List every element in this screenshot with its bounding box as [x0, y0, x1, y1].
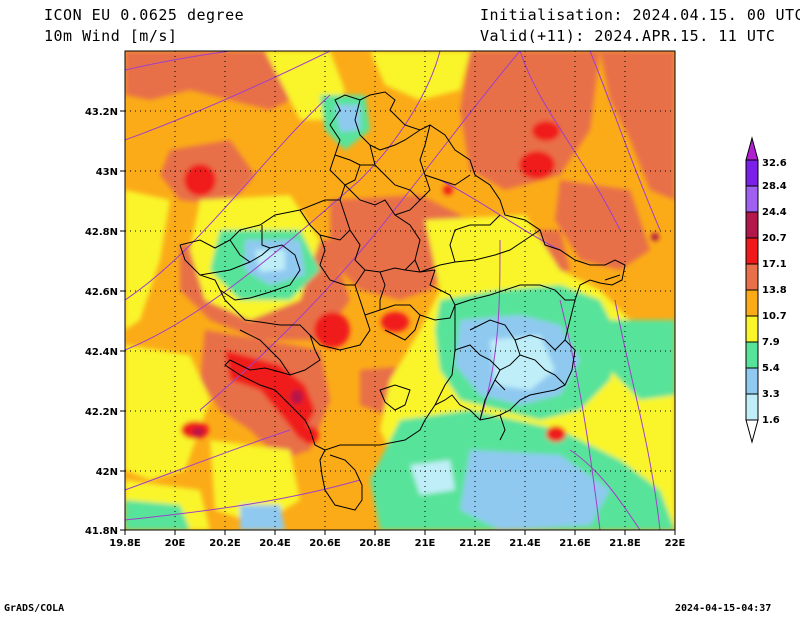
colorbar-label: 20.7: [762, 233, 787, 244]
lon-tick-label: 22E: [665, 538, 686, 549]
colorbar-box: [745, 263, 759, 291]
colorbar-box: [745, 237, 759, 265]
lat-tick-label: 42.6N: [85, 287, 118, 298]
colorbar-box: [745, 315, 759, 343]
colorbar-label: 17.1: [762, 259, 787, 270]
graticule: [125, 51, 675, 530]
colorbar-box: [745, 211, 759, 239]
lat-tick-label: 42.4N: [85, 347, 118, 358]
lon-tick-label: 20E: [165, 538, 186, 549]
colorbar-box: [745, 185, 759, 213]
colorbar-label: 13.8: [762, 285, 787, 296]
colorbar-upper-arrow: [745, 136, 759, 161]
lat-tick-label: 43.2N: [85, 107, 118, 118]
colorbar-label: 5.4: [762, 363, 780, 374]
colorbar-box: [745, 341, 759, 369]
colorbar-label: 10.7: [762, 311, 787, 322]
colorbar-label: 1.6: [762, 415, 780, 426]
model-title: ICON EU 0.0625 degree: [44, 6, 245, 24]
colorbar-box: [745, 367, 759, 395]
lon-tick-labels: 19.8E 20E 20.2E 20.4E 20.6E 20.8E 21E 21…: [109, 538, 685, 549]
lon-tick-label: 21.8E: [609, 538, 641, 549]
software-credit: GrADS/COLA: [4, 603, 65, 614]
lon-tick-label: 20.6E: [309, 538, 341, 549]
field-title: 10m Wind [m/s]: [44, 27, 178, 45]
colorbar-lower-arrow: [745, 419, 759, 444]
colorbar-box: [745, 159, 759, 187]
lat-tick-label: 41.8N: [85, 526, 118, 537]
colorbar-label: 32.6: [762, 158, 787, 169]
lat-tick-labels: 43.2N 43N 42.8N 42.6N 42.4N 42.2N 42N 41…: [85, 107, 118, 537]
lon-tick-label: 21.6E: [559, 538, 591, 549]
initialisation-time: Initialisation: 2024.04.15. 00 UTC: [480, 6, 800, 24]
valid-time: Valid(+11): 2024.APR.15. 11 UTC: [480, 27, 776, 45]
colorbar-label: 7.9: [762, 337, 780, 348]
colorbar-label: 24.4: [762, 207, 787, 218]
colorbar-label: 3.3: [762, 389, 780, 400]
colorbar-labels: 1.6 3.3 5.4 7.9 10.7 13.8 17.1 20.7 24.4…: [762, 158, 787, 426]
colorbar-box: [745, 393, 759, 421]
streamlines: [125, 51, 661, 530]
lon-tick-label: 20.4E: [259, 538, 291, 549]
lat-tick-label: 42.2N: [85, 407, 118, 418]
colorbar-label: 28.4: [762, 181, 787, 192]
lat-tick-label: 42N: [96, 467, 118, 478]
lat-tick-label: 43N: [96, 167, 118, 178]
render-timestamp: 2024-04-15-04:37: [675, 603, 772, 614]
lon-tick-label: 21.4E: [509, 538, 541, 549]
lon-tick-label: 21.2E: [459, 538, 491, 549]
wind-field: [125, 51, 675, 530]
lon-tick-label: 19.8E: [109, 538, 141, 549]
colorbar: 1.6 3.3 5.4 7.9 10.7 13.8 17.1 20.7 24.4…: [745, 136, 787, 444]
lat-tick-label: 42.8N: [85, 227, 118, 238]
borders: [179, 91, 626, 511]
colorbar-box: [745, 289, 759, 317]
lon-tick-label: 21E: [415, 538, 436, 549]
tick-marks: [120, 110, 676, 535]
lon-tick-label: 20.2E: [209, 538, 241, 549]
lon-tick-label: 20.8E: [359, 538, 391, 549]
